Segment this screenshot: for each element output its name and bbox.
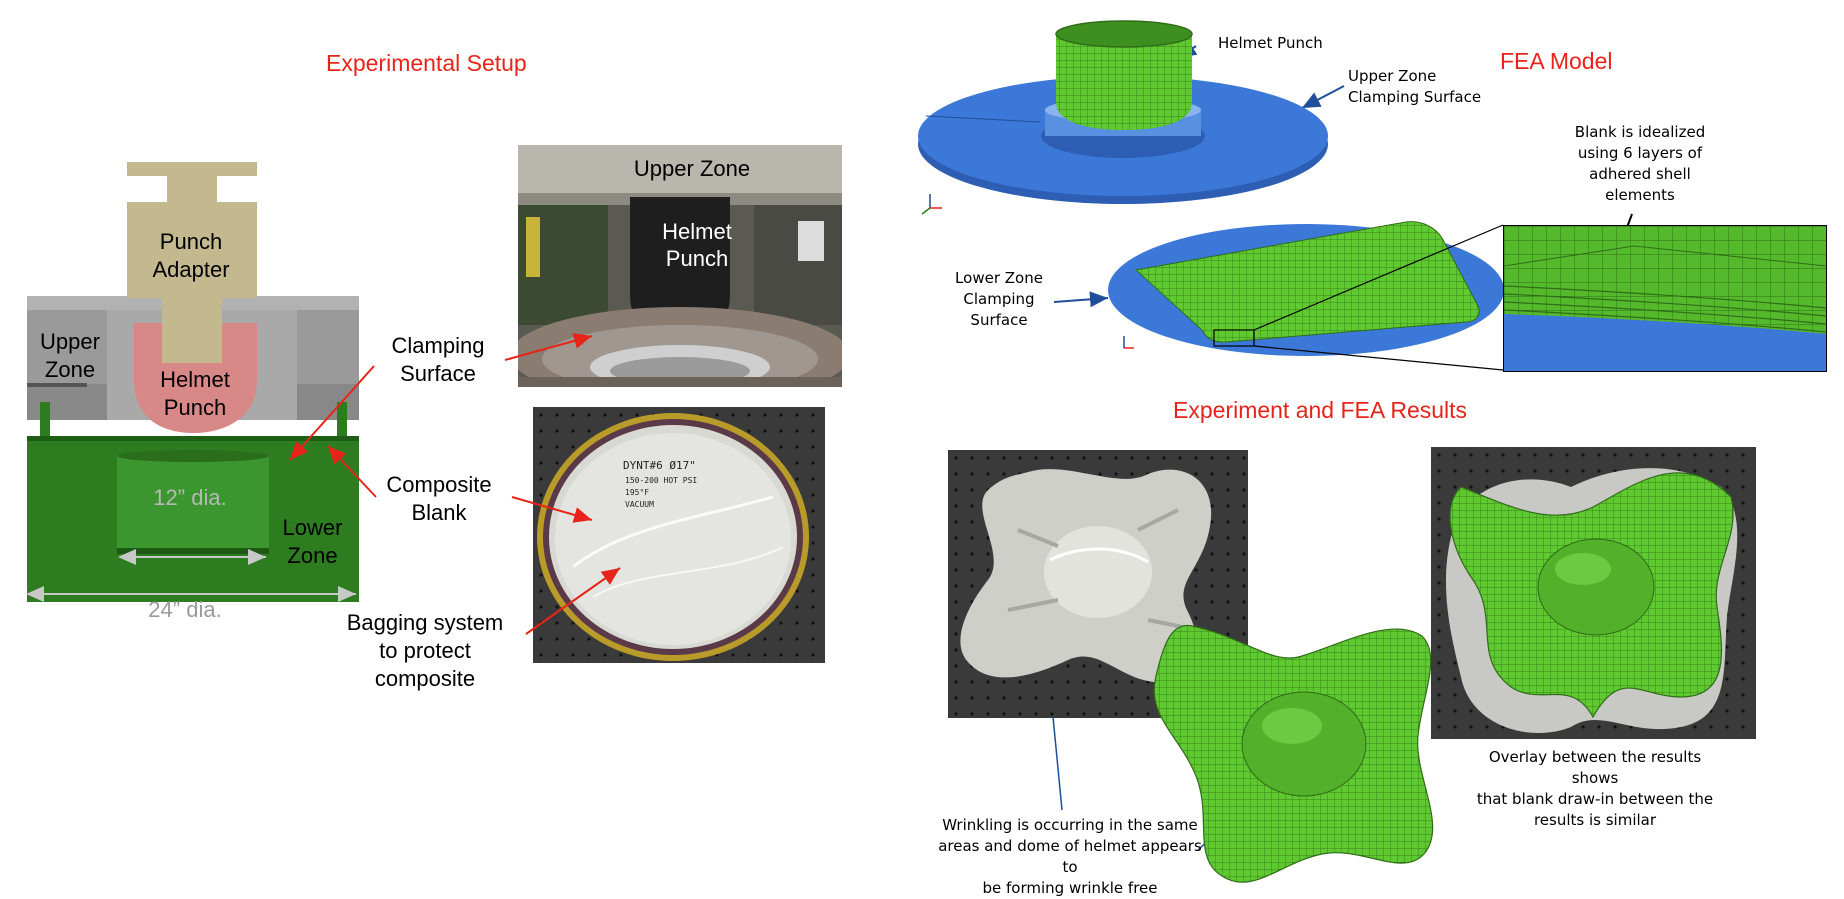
fea-upper-zone-label: Upper Zone Clamping Surface xyxy=(1348,67,1482,106)
punch-adapter-body xyxy=(127,202,257,298)
section-title-experimental-setup: Experimental Setup xyxy=(326,50,527,76)
helmet-punch-shape xyxy=(134,323,257,433)
fea-result-mesh xyxy=(1152,596,1452,888)
punch-adapter-flange xyxy=(127,162,257,176)
upper-zone-label: Upper Zone xyxy=(40,329,100,382)
fea-upper-zone-model xyxy=(912,18,1332,218)
cad-cross-section xyxy=(22,158,362,604)
arrow-lower-zone-clamping xyxy=(1053,291,1109,308)
photo-experiment-result xyxy=(948,450,1248,718)
lower-zone-label: Lower Zone xyxy=(282,515,343,568)
helmet-punch-label: Helmet Punch xyxy=(160,367,230,420)
outer-diameter-label: 24” dia. xyxy=(148,597,222,622)
wrinkling-caption: Wrinkling is occurring in the same areas … xyxy=(938,816,1202,897)
blank-writing-line3: 195°F xyxy=(625,488,649,497)
inner-diameter-label: 12” dia. xyxy=(153,485,227,510)
section-title-fea-model: FEA Model xyxy=(1500,48,1613,74)
photo-composite-blank: DYNT#6 Ø17" 150-200 HOT PSI 195°F VACUUM xyxy=(533,407,825,663)
fea-layer-detail-inset xyxy=(1503,225,1827,372)
clamping-surface-label: Clamping Surface xyxy=(391,333,485,386)
overlay-caption: Overlay between the results shows that bl… xyxy=(1476,748,1714,829)
blank-writing-line2: 150-200 HOT PSI xyxy=(625,476,697,485)
blank-idealized-label: Blank is idealized using 6 layers of adher… xyxy=(1574,123,1706,204)
punch-adapter-label: Punch Adapter xyxy=(152,229,230,282)
photo-helmet-punch-label: Helmet Punch xyxy=(662,219,732,271)
photo-upper-zone-label: Upper Zone xyxy=(633,156,751,181)
fea-lower-zone-model xyxy=(1106,218,1506,358)
bagging-system-label: Bagging system to protect composite xyxy=(346,610,504,691)
photo-overlay-result xyxy=(1431,447,1756,739)
blank-writing-line4: VACUUM xyxy=(625,500,654,509)
composite-blank-label: Composite Blank xyxy=(386,472,492,525)
fea-lower-zone-label: Lower Zone Clamping Surface xyxy=(955,269,1043,329)
section-title-experiment-fea-results: Experiment and FEA Results xyxy=(1173,397,1468,423)
blank-writing-line1: DYNT#6 Ø17" xyxy=(623,459,696,472)
fea-helmet-punch-label: Helmet Punch xyxy=(1218,34,1323,52)
